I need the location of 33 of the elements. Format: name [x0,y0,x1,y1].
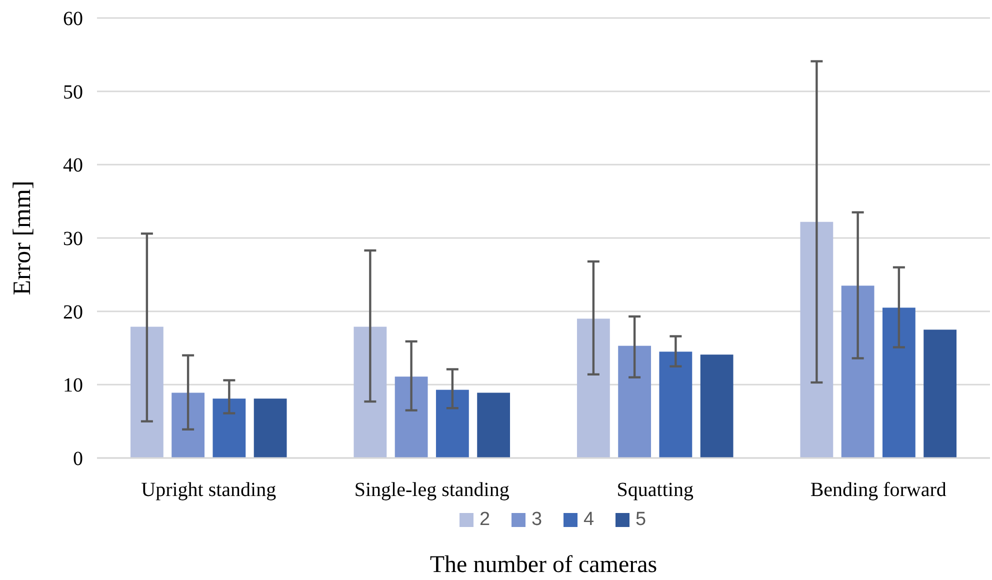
legend-label: 2 [480,509,490,530]
bar [172,392,205,458]
bar [254,398,287,458]
y-tick-label: 40 [63,154,83,177]
y-tick-label: 20 [63,301,83,324]
y-axis-title: Error [mm] [9,180,36,296]
bar [924,330,957,458]
bar [659,352,692,458]
x-tick-label: Upright standing [141,479,276,501]
bar [130,326,164,458]
x-tick-label: Bending forward [810,479,946,501]
bar [618,346,652,458]
legend-label: 3 [532,509,542,530]
legend-label: 5 [636,509,646,530]
x-tick-label: Single-leg standing [354,479,510,501]
y-tick-label: 10 [63,374,83,397]
legend-label: 4 [584,509,594,530]
bar [477,392,510,458]
x-tick-label: Squatting [616,479,694,501]
bar [841,286,874,458]
bar [394,376,428,458]
y-tick-label: 50 [63,81,83,104]
bar [212,398,246,458]
bar [800,222,834,458]
bar [354,326,387,458]
x-axis-title: The number of cameras [430,552,658,578]
y-tick-label: 0 [73,448,83,470]
y-tick-label: 60 [63,8,83,30]
bar [700,354,734,458]
y-tick-label: 30 [63,228,83,250]
bar [436,390,469,458]
bar [576,318,610,458]
bar [882,308,916,458]
